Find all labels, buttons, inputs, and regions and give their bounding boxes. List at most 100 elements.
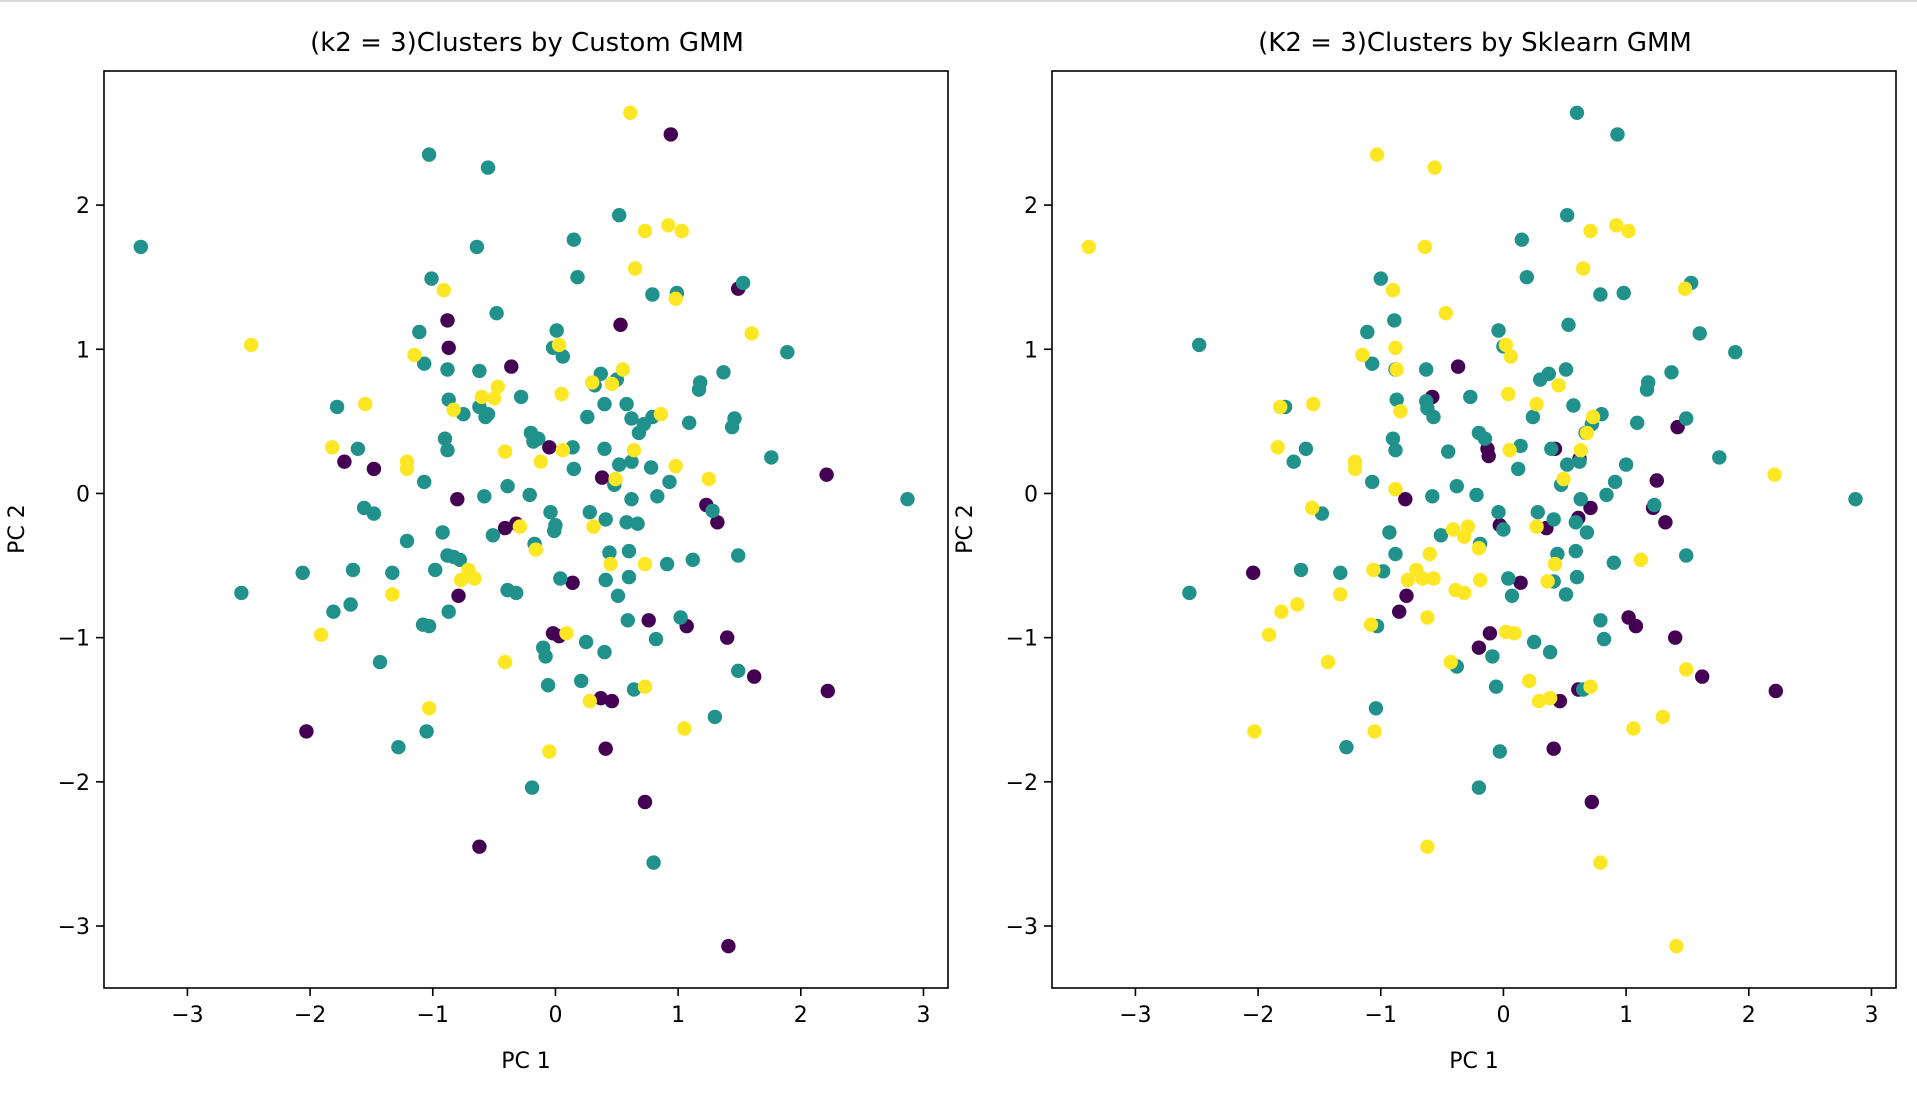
scatter-points — [1081, 105, 1863, 954]
data-point-cluster-1 — [1492, 744, 1508, 759]
data-point-cluster-1 — [1533, 372, 1548, 387]
data-point-cluster-1 — [509, 585, 524, 601]
data-point-cluster-2 — [1522, 673, 1537, 689]
data-point-cluster-0 — [1695, 669, 1710, 684]
data-point-cluster-2 — [1366, 562, 1381, 578]
data-point-cluster-1 — [1519, 270, 1535, 285]
data-point-cluster-0 — [613, 317, 628, 332]
data-point-cluster-1 — [435, 525, 450, 540]
data-point-cluster-2 — [512, 519, 528, 534]
data-point-cluster-2 — [1531, 693, 1547, 709]
data-point-cluster-1 — [598, 572, 613, 588]
data-point-cluster-0 — [1584, 794, 1600, 810]
data-point-cluster-1 — [1360, 324, 1375, 340]
data-point-cluster-2 — [1593, 855, 1608, 870]
data-point-cluster-1 — [650, 489, 665, 504]
data-point-cluster-1 — [424, 271, 439, 286]
data-point-cluster-0 — [1392, 604, 1407, 619]
data-point-cluster-1 — [597, 644, 612, 660]
data-point-cluster-1 — [1449, 479, 1465, 494]
data-point-cluster-0 — [1513, 575, 1528, 590]
data-point-cluster-2 — [623, 105, 638, 121]
data-point-cluster-1 — [643, 460, 659, 475]
data-point-cluster-2 — [1367, 724, 1382, 739]
data-point-cluster-2 — [582, 693, 597, 709]
data-point-cluster-2 — [1388, 481, 1403, 497]
data-point-cluster-1 — [1387, 313, 1402, 328]
data-point-cluster-2 — [1457, 529, 1472, 544]
data-point-cluster-1 — [419, 724, 434, 739]
data-point-cluster-2 — [1583, 223, 1598, 239]
data-point-cluster-1 — [673, 610, 688, 625]
data-point-cluster-1 — [566, 461, 581, 477]
data-point-cluster-1 — [540, 678, 556, 693]
y-tick-label: 1 — [76, 338, 90, 363]
data-point-cluster-1 — [1579, 525, 1595, 540]
data-point-cluster-1 — [385, 565, 400, 580]
x-tick-label: 3 — [916, 1003, 930, 1028]
data-point-cluster-1 — [513, 389, 529, 405]
x-axis-ticks: −3 −2 −1 0 1 2 3 — [171, 988, 930, 1028]
data-point-cluster-2 — [1540, 574, 1555, 589]
data-point-cluster-2 — [1498, 337, 1514, 353]
data-point-cluster-1 — [1679, 548, 1694, 563]
x-axis-ticks: −3 −2 −1 0 1 2 3 — [1119, 988, 1878, 1028]
data-point-cluster-1 — [485, 528, 501, 543]
data-point-cluster-2 — [1669, 939, 1684, 954]
data-point-cluster-2 — [604, 376, 620, 392]
data-point-cluster-1 — [1333, 565, 1348, 580]
data-point-cluster-2 — [1426, 571, 1441, 586]
data-point-cluster-2 — [668, 458, 683, 474]
data-point-cluster-1 — [645, 287, 660, 302]
data-point-cluster-1 — [391, 740, 406, 755]
data-point-cluster-2 — [1677, 281, 1693, 296]
data-point-cluster-0 — [710, 515, 725, 530]
data-point-cluster-2 — [1655, 709, 1671, 725]
data-point-cluster-2 — [1388, 340, 1403, 355]
data-point-cluster-1 — [1558, 362, 1574, 377]
data-point-cluster-2 — [1507, 626, 1522, 641]
y-tick-label: −3 — [58, 915, 90, 940]
data-point-cluster-1 — [1419, 362, 1434, 377]
data-point-cluster-1 — [693, 375, 708, 390]
data-point-cluster-2 — [637, 679, 653, 694]
data-point-cluster-1 — [1382, 525, 1397, 540]
data-point-cluster-0 — [593, 691, 608, 706]
data-point-cluster-1 — [343, 597, 358, 612]
data-point-cluster-2 — [603, 556, 618, 572]
y-tick-label: −2 — [58, 771, 90, 796]
data-point-cluster-2 — [1457, 585, 1472, 601]
data-point-cluster-1 — [1477, 431, 1493, 446]
data-point-cluster-1 — [1389, 392, 1404, 407]
data-point-cluster-2 — [1273, 399, 1288, 415]
data-point-cluster-0 — [1450, 359, 1466, 374]
data-point-cluster-2 — [1420, 610, 1435, 625]
data-point-cluster-2 — [677, 721, 692, 736]
x-tick-label: 1 — [671, 1003, 685, 1028]
data-point-cluster-2 — [585, 375, 600, 390]
data-point-cluster-2 — [436, 283, 451, 298]
data-point-cluster-1 — [619, 396, 634, 412]
data-point-cluster-1 — [1514, 232, 1530, 247]
data-point-cluster-1 — [1491, 505, 1506, 520]
data-point-cluster-1 — [500, 479, 515, 494]
data-point-cluster-1 — [630, 516, 645, 531]
data-point-cluster-2 — [399, 461, 415, 477]
data-point-cluster-2 — [744, 326, 759, 341]
data-point-cluster-2 — [1633, 552, 1649, 567]
data-point-cluster-0 — [299, 724, 314, 739]
data-point-cluster-1 — [1501, 571, 1516, 586]
x-tick-label: 1 — [1619, 1003, 1633, 1028]
data-point-cluster-1 — [489, 306, 504, 321]
data-point-cluster-1 — [549, 323, 564, 338]
data-point-cluster-2 — [1579, 425, 1595, 441]
data-point-cluster-1 — [1641, 375, 1656, 390]
data-point-cluster-1 — [399, 533, 415, 549]
data-point-cluster-1 — [1679, 411, 1694, 426]
data-point-cluster-2 — [453, 572, 469, 588]
data-point-cluster-1 — [566, 232, 581, 247]
data-point-cluster-2 — [1417, 239, 1433, 255]
data-point-cluster-1 — [1441, 444, 1456, 459]
data-point-cluster-0 — [497, 520, 513, 536]
